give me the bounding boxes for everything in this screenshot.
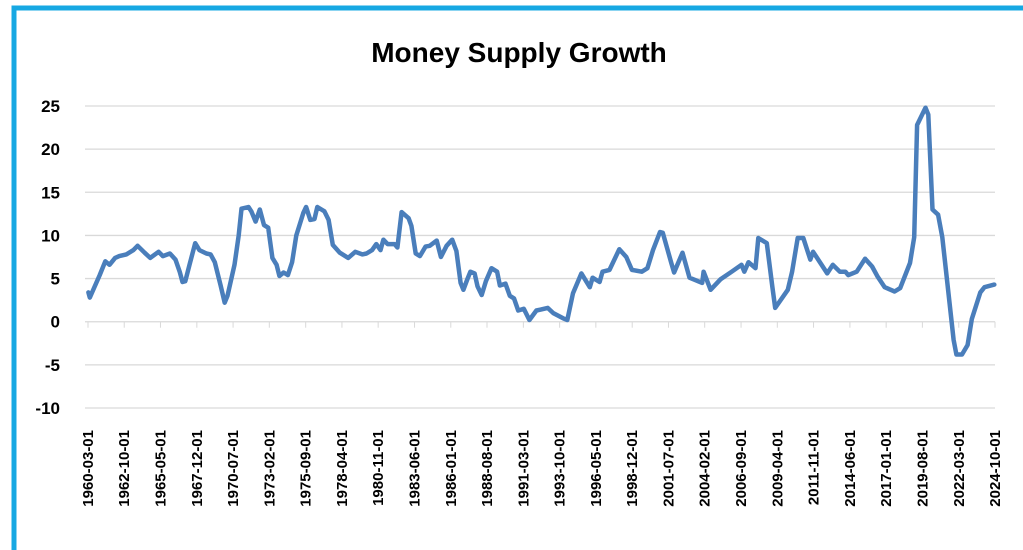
x-tick-label: 1970-07-01 [225, 430, 242, 507]
x-tick-label: 1967-12-01 [189, 430, 206, 507]
x-tick-label: 1993-10-01 [552, 430, 569, 507]
x-tick-label: 2017-01-01 [878, 430, 895, 507]
x-tick-label: 1975-09-01 [298, 430, 315, 507]
x-tick-label: 1973-02-01 [261, 430, 278, 507]
x-tick-label: 2009-04-01 [769, 430, 786, 507]
x-tick-label: 1980-11-01 [370, 430, 387, 506]
y-axis-tick-labels: 25 20 15 10 5 0 -5 -10 [35, 97, 60, 418]
x-tick-label: 2014-06-01 [842, 430, 859, 507]
y-tick-label: -10 [35, 399, 60, 418]
x-tick-label: 2024-10-01 [987, 430, 1004, 507]
x-tick-label: 1965-05-01 [152, 430, 169, 507]
x-tick-label: 1996-05-01 [588, 430, 605, 507]
x-tick-label: 1988-08-01 [479, 430, 496, 507]
x-tick-label: 1983-06-01 [407, 430, 424, 507]
chart-border [11, 5, 1023, 550]
y-tick-label: 15 [41, 183, 60, 202]
x-tick-label: 2004-02-01 [697, 430, 714, 507]
x-tick-label: 2022-03-01 [951, 430, 968, 507]
x-tick-label: 1962-10-01 [116, 430, 133, 507]
y-tick-label: 20 [41, 140, 60, 159]
x-tick-label: 1998-12-01 [624, 430, 641, 507]
y-tick-label: 5 [51, 270, 60, 289]
x-tick-label: 2019-08-01 [914, 430, 931, 507]
y-tick-label: 25 [41, 97, 60, 116]
x-tick-label: 1978-04-01 [334, 430, 351, 507]
x-tick-label: 1986-01-01 [443, 430, 460, 507]
y-tick-label: 10 [41, 226, 60, 245]
gridlines [85, 105, 996, 409]
x-tick-label: 1960-03-01 [80, 430, 97, 507]
series-line-money-supply-growth [86, 105, 997, 357]
y-tick-label: -5 [45, 356, 60, 375]
x-tick-label: 2011-11-01 [806, 430, 823, 505]
x-tick-label: 2006-09-01 [733, 430, 750, 507]
y-tick-label: 0 [51, 313, 60, 332]
x-axis-tick-labels: 1960-03-01 1962-10-01 1965-05-01 1967-12-01… [80, 430, 1004, 507]
x-tick-label: 2001-07-01 [660, 430, 677, 507]
x-tick-label: 1991-03-01 [515, 430, 532, 507]
chart-title: Money Supply Growth [371, 37, 667, 68]
